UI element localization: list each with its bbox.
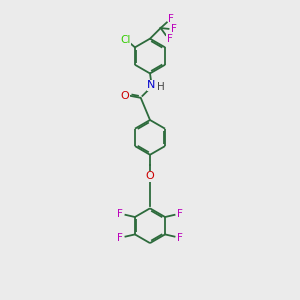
Text: O: O [146,171,154,181]
Text: F: F [167,34,172,44]
Text: F: F [117,233,123,243]
Text: F: F [177,233,183,243]
Text: O: O [121,91,129,100]
Text: Cl: Cl [120,34,130,44]
Text: N: N [147,80,156,90]
Text: F: F [177,209,183,219]
Text: F: F [171,24,177,34]
Text: F: F [168,14,174,24]
Text: F: F [117,209,123,219]
Text: H: H [157,82,164,92]
